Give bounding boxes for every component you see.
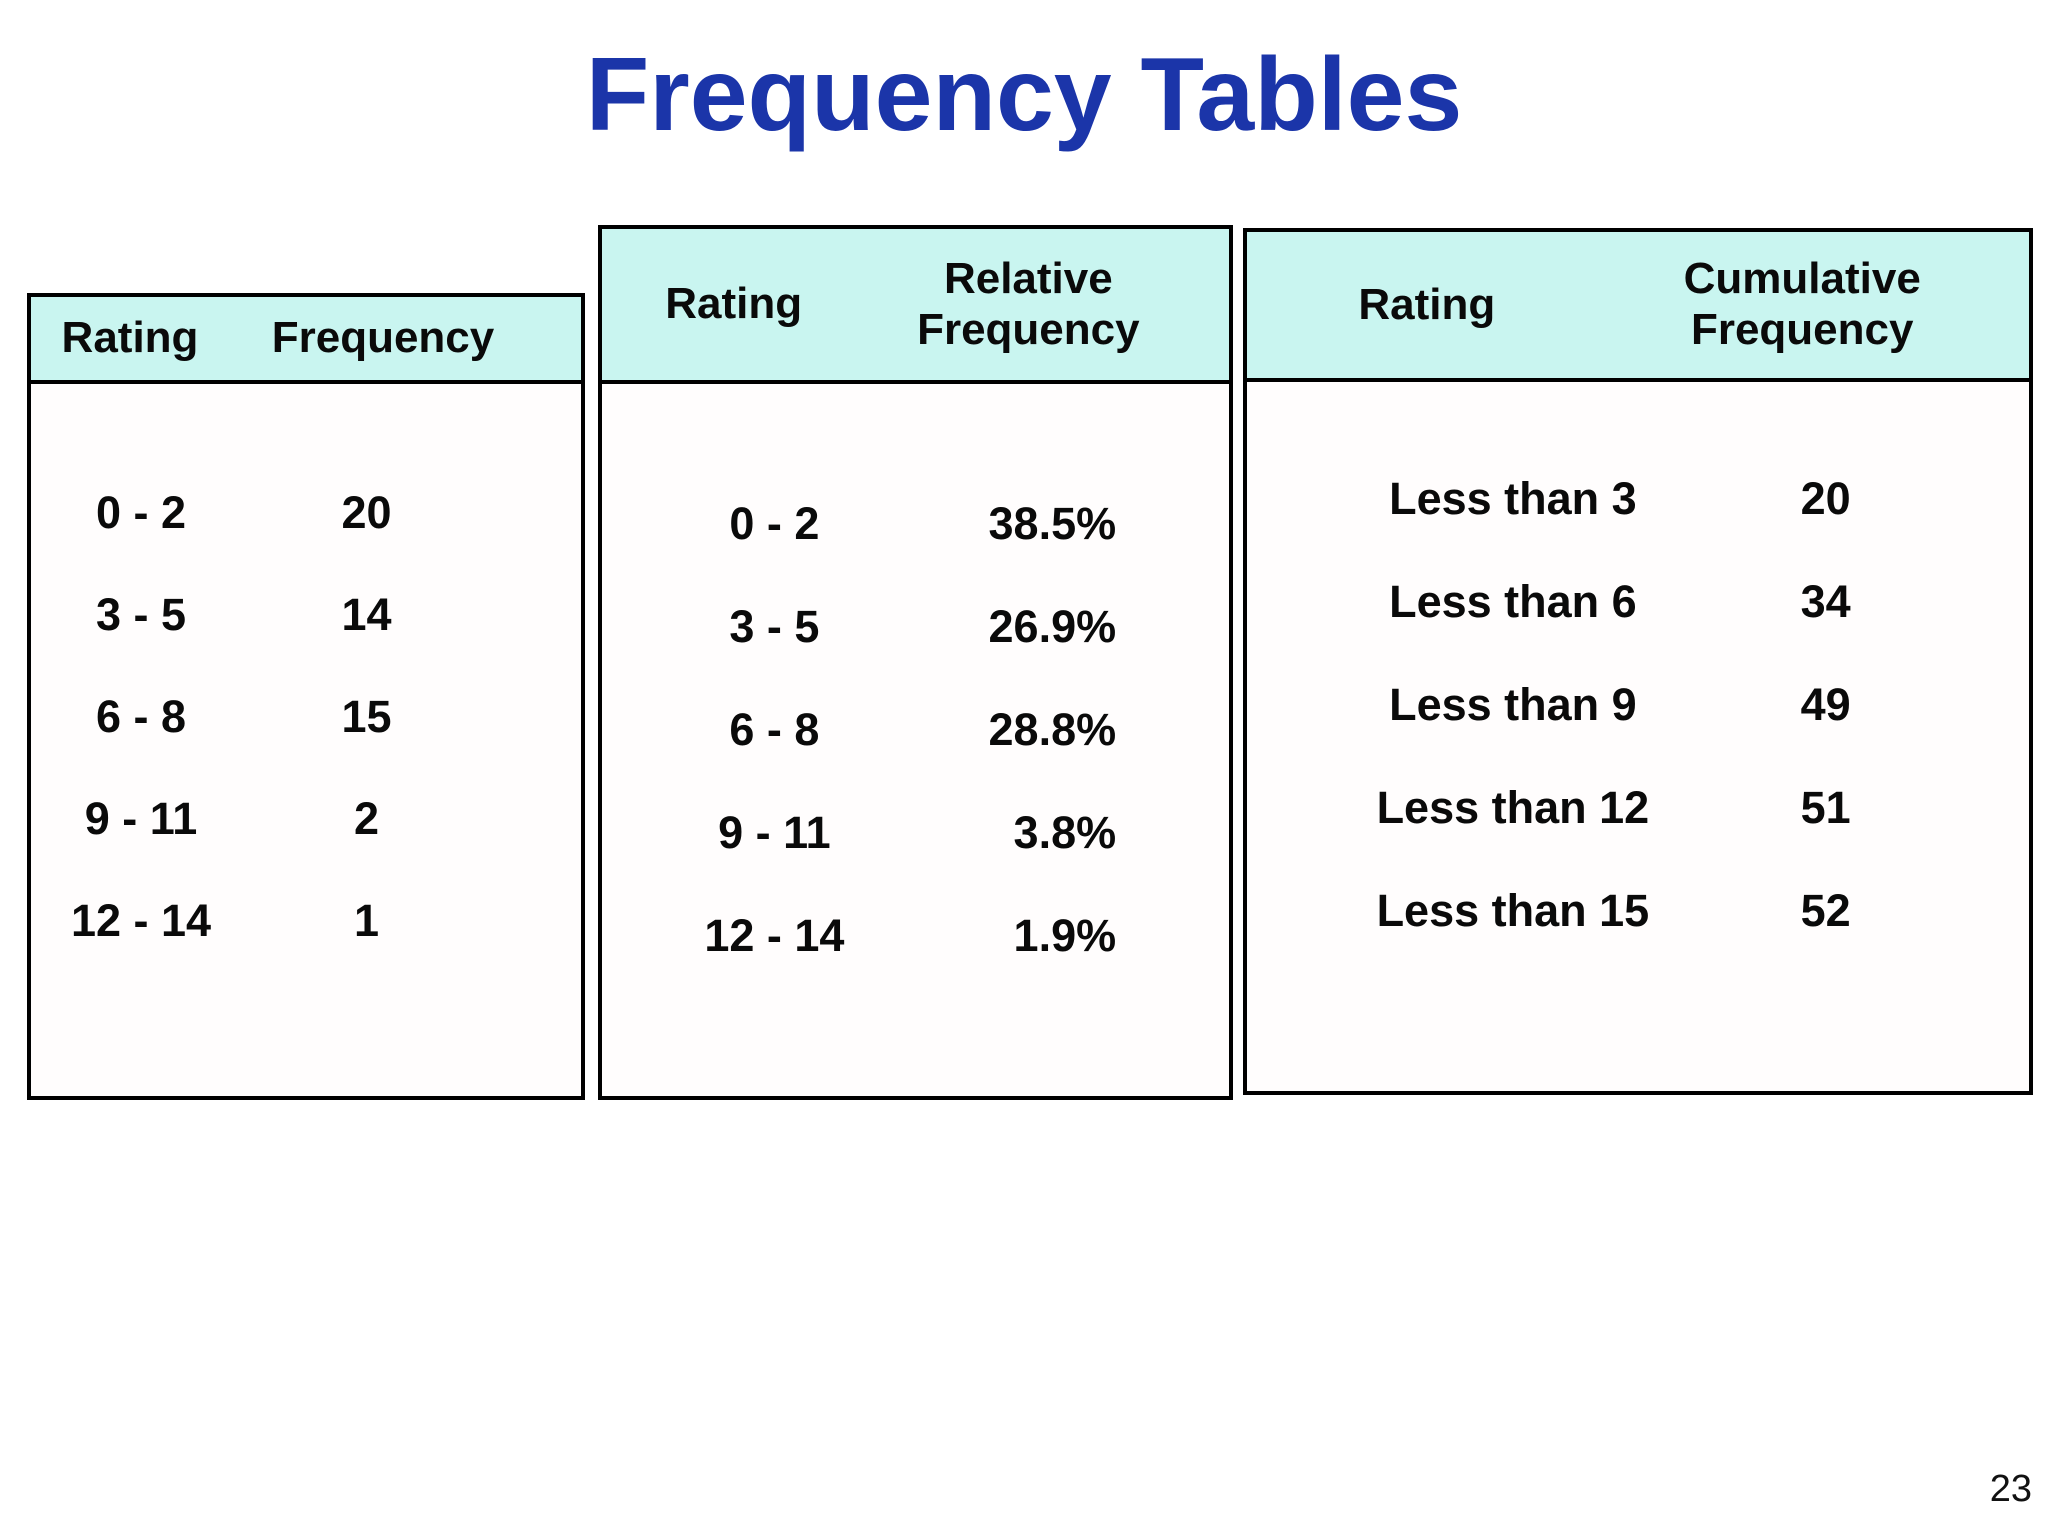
- relative-frequency-cell: 28.8%: [988, 703, 1117, 755]
- table-row: 9 - 11 3.8%: [602, 781, 1229, 884]
- cumulative-frequency-cell: 51: [1800, 781, 1851, 833]
- rating-cell: 3 - 5: [95, 589, 187, 640]
- rating-cell: 6 - 8: [95, 691, 187, 742]
- cumulative-frequency-cell: 20: [1800, 472, 1851, 524]
- table-row: 6 - 8 15: [31, 666, 581, 768]
- rating-cell: 9 - 11: [718, 806, 831, 858]
- cumulative-frequency-table: Rating Cumulative Frequency Less than 3 …: [1243, 228, 2033, 1095]
- table-row: 12 - 14 1: [31, 870, 581, 972]
- table-row: Less than 6 34: [1247, 550, 2029, 653]
- column-header-rating: Rating: [1358, 279, 1496, 329]
- rating-cell: Less than 3: [1389, 472, 1637, 524]
- cumulative-frequency-cell: 49: [1800, 678, 1851, 730]
- rating-cell: Less than 9: [1389, 678, 1637, 730]
- frequency-cell: 2: [353, 793, 380, 844]
- table-row: 0 - 2 20: [31, 462, 581, 564]
- rating-cell: Less than 12: [1376, 781, 1650, 833]
- rating-cell: 9 - 11: [84, 793, 198, 844]
- page-title: Frequency Tables: [585, 37, 1463, 153]
- table-row: 6 - 8 28.8%: [602, 678, 1229, 781]
- rating-cell: Less than 6: [1389, 575, 1637, 627]
- frequency-cell: 15: [341, 691, 392, 742]
- relative-frequency-table-header: Rating Relative Frequency: [602, 229, 1229, 384]
- table-row: Less than 12 51: [1247, 756, 2029, 859]
- frequency-table-header: Rating Frequency: [31, 297, 581, 384]
- table-row: 0 - 2 38.5%: [602, 472, 1229, 575]
- column-header-relative-frequency: Relative Frequency: [917, 253, 1140, 354]
- relative-frequency-cell: 38.5%: [988, 497, 1117, 549]
- frequency-cell: 14: [341, 589, 392, 640]
- rating-cell: Less than 15: [1376, 884, 1650, 936]
- relative-frequency-table-body: 0 - 2 38.5% 3 - 5 26.9% 6 - 8 28.8% 9 - …: [602, 384, 1229, 987]
- table-row: Less than 15 52: [1247, 859, 2029, 962]
- rating-cell: 12 - 14: [70, 895, 212, 946]
- cumulative-frequency-table-header: Rating Cumulative Frequency: [1247, 232, 2029, 382]
- table-row: 12 - 14 1.9%: [602, 884, 1229, 987]
- column-header-cumulative-frequency: Cumulative Frequency: [1683, 254, 1921, 354]
- page-number: 23: [1989, 1468, 2032, 1510]
- rating-cell: 3 - 5: [729, 600, 820, 652]
- relative-frequency-cell: 26.9%: [988, 600, 1117, 652]
- relative-frequency-table: Rating Relative Frequency 0 - 2 38.5% 3 …: [598, 225, 1233, 1100]
- frequency-cell: 20: [341, 487, 392, 538]
- cumulative-frequency-cell: 34: [1800, 575, 1851, 627]
- column-header-rating: Rating: [665, 279, 803, 329]
- table-row: 9 - 11 2: [31, 768, 581, 870]
- frequency-table-body: 0 - 2 20 3 - 5 14 6 - 8 15 9 - 11 2 12 -…: [31, 384, 581, 972]
- rating-cell: 0 - 2: [729, 497, 820, 549]
- rating-cell: 0 - 2: [95, 487, 187, 538]
- cumulative-frequency-table-body: Less than 3 20 Less than 6 34 Less than …: [1247, 382, 2029, 962]
- frequency-cell: 1: [353, 895, 380, 946]
- cumulative-frequency-cell: 52: [1800, 884, 1851, 936]
- rating-cell: 6 - 8: [729, 703, 820, 755]
- frequency-table: Rating Frequency 0 - 2 20 3 - 5 14 6 - 8…: [27, 293, 585, 1100]
- table-row: Less than 3 20: [1247, 447, 2029, 550]
- rating-cell: 12 - 14: [704, 909, 845, 961]
- relative-frequency-cell: 1.9%: [1013, 909, 1117, 961]
- table-row: 3 - 5 26.9%: [602, 575, 1229, 678]
- table-row: 3 - 5 14: [31, 564, 581, 666]
- relative-frequency-cell: 3.8%: [1013, 806, 1117, 858]
- table-row: Less than 9 49: [1247, 653, 2029, 756]
- column-header-frequency: Frequency: [271, 313, 495, 363]
- column-header-rating: Rating: [61, 313, 199, 363]
